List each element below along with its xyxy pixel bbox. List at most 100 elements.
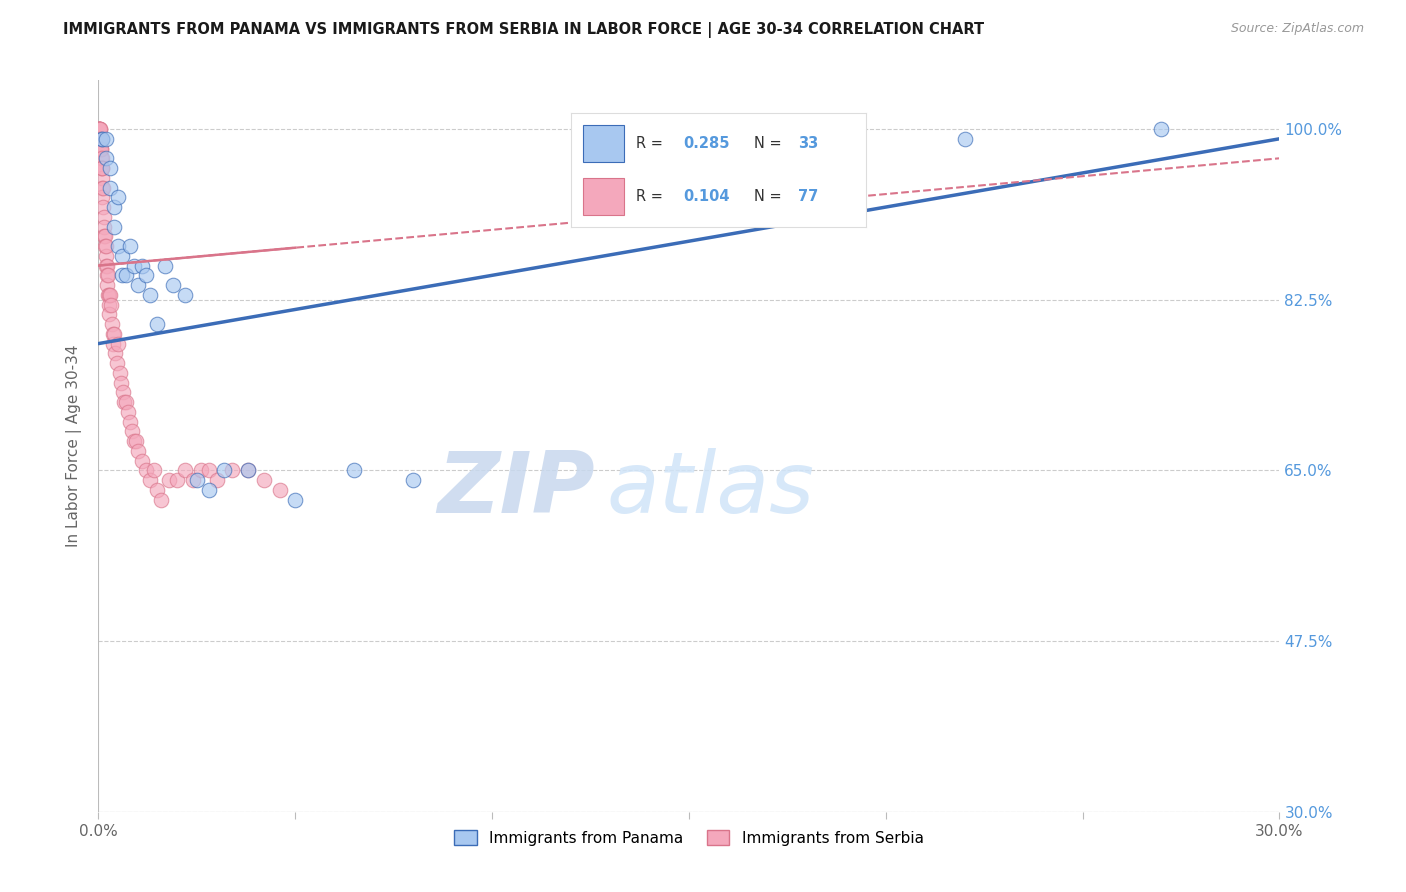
Point [87,122,110,136]
Point [103,336,125,351]
Point [111,249,134,263]
Text: Source: ZipAtlas.com: Source: ZipAtlas.com [1230,22,1364,36]
Point [91,200,114,214]
Point [197,483,219,497]
Point [138,288,160,302]
Point [402,473,425,487]
Point [343,463,366,477]
Point [108,366,131,380]
Point [101,317,124,331]
Point [181,473,204,487]
Point [269,483,291,497]
Point [89,132,111,146]
Point [90,161,112,175]
Point [90,151,112,165]
Point [93,229,115,244]
Point [97,288,120,302]
Point [953,132,976,146]
Point [1150,122,1173,136]
Legend: Immigrants from Panama, Immigrants from Serbia: Immigrants from Panama, Immigrants from … [449,823,929,852]
Point [93,210,115,224]
Point [115,395,138,409]
Point [127,443,149,458]
Point [236,463,259,477]
Point [96,132,118,146]
Point [98,297,121,311]
Point [150,492,173,507]
Point [107,239,129,253]
Point [253,473,276,487]
Point [91,161,114,175]
Point [103,326,125,341]
Point [91,180,114,194]
Point [91,132,114,146]
Point [90,142,112,156]
Point [118,239,141,253]
Point [155,259,177,273]
Point [105,356,128,370]
Point [90,151,112,165]
Point [98,288,121,302]
Point [131,259,153,273]
Point [599,132,621,146]
Text: atlas: atlas [606,449,814,532]
Point [97,268,120,283]
Point [138,473,160,487]
Point [89,122,111,136]
Point [127,278,149,293]
Point [162,278,184,293]
Text: ZIP: ZIP [437,449,595,532]
Point [107,190,129,204]
Point [122,259,145,273]
Point [125,434,148,449]
Point [197,463,219,477]
Text: IMMIGRANTS FROM PANAMA VS IMMIGRANTS FROM SERBIA IN LABOR FORCE | AGE 30-34 CORR: IMMIGRANTS FROM PANAMA VS IMMIGRANTS FRO… [63,22,984,38]
Point [87,122,110,136]
Point [111,268,134,283]
Point [89,122,111,136]
Point [97,288,120,302]
Point [205,473,228,487]
Point [111,385,134,400]
Point [89,122,111,136]
Point [101,326,124,341]
Point [96,151,118,165]
Point [135,463,157,477]
Point [142,463,165,477]
Point [174,288,197,302]
Point [146,317,169,331]
Point [121,425,143,439]
Point [93,219,115,234]
Point [98,307,121,321]
Point [93,229,115,244]
Point [89,122,111,136]
Point [186,473,208,487]
Point [190,463,212,477]
Y-axis label: In Labor Force | Age 30-34: In Labor Force | Age 30-34 [66,344,83,548]
Point [96,278,118,293]
Point [90,142,112,156]
Point [89,122,111,136]
Point [94,259,117,273]
Point [89,132,111,146]
Point [117,405,139,419]
Point [91,161,114,175]
Point [107,336,129,351]
Point [166,473,188,487]
Point [110,376,132,390]
Point [135,268,157,283]
Point [103,219,125,234]
Point [104,346,127,360]
Point [115,268,138,283]
Point [236,463,259,477]
Point [89,142,111,156]
Point [157,473,180,487]
Point [91,180,114,194]
Point [131,453,153,467]
Point [98,180,121,194]
Point [112,395,135,409]
Point [91,132,114,146]
Point [214,463,236,477]
Point [221,463,243,477]
Point [122,434,145,449]
